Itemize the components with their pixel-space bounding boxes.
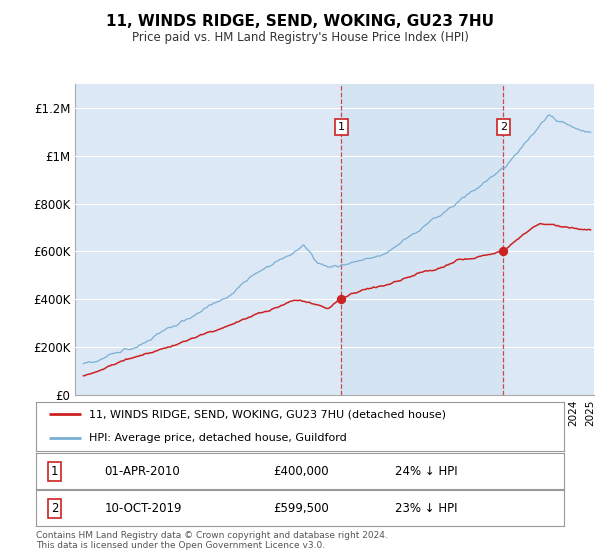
Text: 01-APR-2010: 01-APR-2010 xyxy=(104,465,181,478)
Text: £400,000: £400,000 xyxy=(274,465,329,478)
Text: Contains HM Land Registry data © Crown copyright and database right 2024.
This d: Contains HM Land Registry data © Crown c… xyxy=(36,531,388,550)
Point xyxy=(337,295,346,304)
Bar xyxy=(341,84,503,395)
Text: Price paid vs. HM Land Registry's House Price Index (HPI): Price paid vs. HM Land Registry's House … xyxy=(131,31,469,44)
Text: 24% ↓ HPI: 24% ↓ HPI xyxy=(395,465,458,478)
Text: 23% ↓ HPI: 23% ↓ HPI xyxy=(395,502,458,515)
Text: 2: 2 xyxy=(51,502,58,515)
Text: HPI: Average price, detached house, Guildford: HPI: Average price, detached house, Guil… xyxy=(89,433,347,443)
Text: £599,500: £599,500 xyxy=(274,502,329,515)
Text: 1: 1 xyxy=(338,122,345,132)
Text: 1: 1 xyxy=(51,465,58,478)
Text: 11, WINDS RIDGE, SEND, WOKING, GU23 7HU (detached house): 11, WINDS RIDGE, SEND, WOKING, GU23 7HU … xyxy=(89,409,446,419)
Point xyxy=(499,247,508,256)
Text: 11, WINDS RIDGE, SEND, WOKING, GU23 7HU: 11, WINDS RIDGE, SEND, WOKING, GU23 7HU xyxy=(106,14,494,29)
Text: 2: 2 xyxy=(500,122,507,132)
Text: 10-OCT-2019: 10-OCT-2019 xyxy=(104,502,182,515)
